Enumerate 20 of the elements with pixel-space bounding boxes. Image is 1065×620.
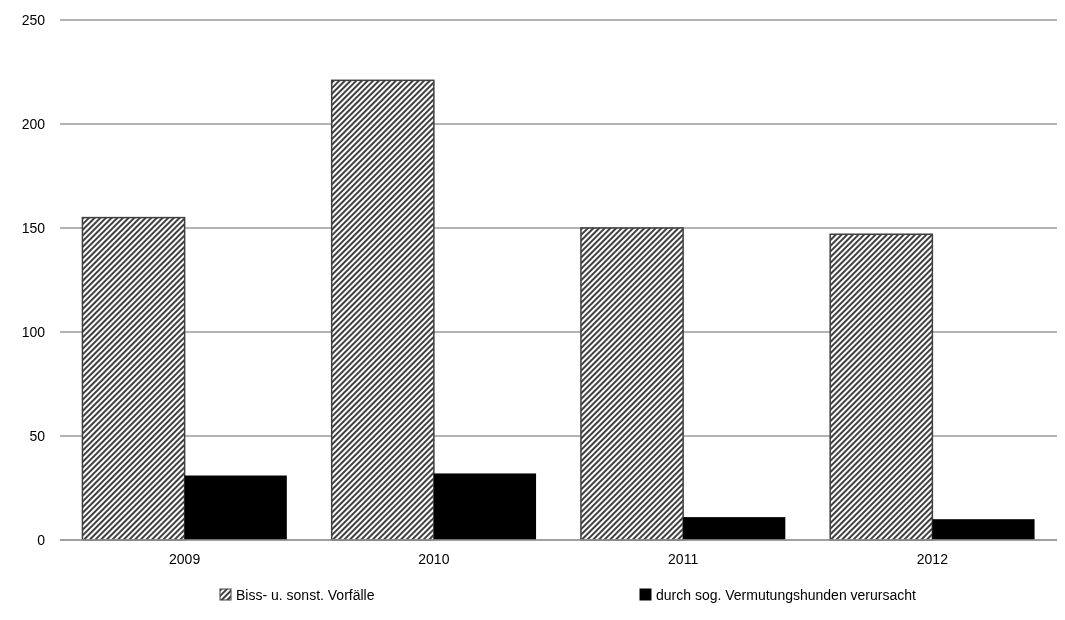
bar: [184, 475, 287, 540]
bar: [330, 79, 435, 541]
legend-label: Biss- u. sonst. Vorfälle: [236, 586, 375, 603]
y-tick-label: 200: [21, 115, 46, 132]
bar: [829, 233, 934, 541]
y-tick-label: 50: [29, 427, 46, 444]
x-tick-label: 2010: [418, 551, 450, 567]
x-tick-label: 2012: [916, 551, 949, 567]
x-tick-label: 2009: [169, 551, 201, 567]
bar: [433, 473, 537, 540]
bar: [580, 227, 684, 541]
bar: [932, 519, 1035, 540]
legend-label: durch sog. Vermutungshunden verursacht: [656, 586, 917, 603]
x-tick-label: 2011: [668, 551, 699, 567]
y-tick-label: 150: [21, 219, 46, 236]
y-tick-label: 250: [21, 11, 46, 28]
bar: [683, 517, 786, 540]
y-tick-label: 0: [37, 531, 46, 548]
y-tick-label: 100: [21, 323, 46, 340]
bar: [81, 216, 186, 541]
